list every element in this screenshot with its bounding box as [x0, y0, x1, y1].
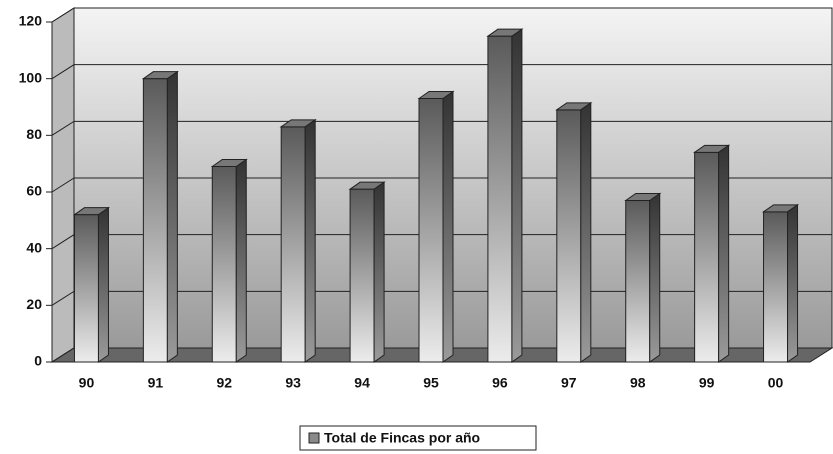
y-tick-label: 80: [26, 126, 42, 142]
bar-face: [280, 126, 306, 363]
x-tick-label: 92: [216, 375, 232, 391]
bar-face: [211, 166, 237, 363]
bar-face: [418, 98, 444, 363]
bar-face: [210, 159, 248, 167]
bar: [141, 70, 179, 363]
bar-face: [694, 151, 720, 363]
y-tick-label: 100: [19, 69, 43, 85]
bar: [555, 101, 593, 363]
legend-box: [299, 425, 537, 451]
bar-face: [625, 200, 651, 363]
bar: [417, 90, 455, 363]
bar: [624, 192, 662, 363]
bar-face: [487, 35, 513, 363]
bar: [348, 181, 386, 363]
bar-face: [693, 144, 731, 153]
y-tick-label: 0: [34, 353, 42, 369]
x-tick-label: 93: [285, 375, 301, 391]
bar: [72, 206, 111, 363]
bar-face: [511, 28, 523, 363]
bar-face: [142, 78, 168, 363]
bar-face: [718, 144, 730, 363]
bar-face: [73, 214, 99, 363]
x-tick-label: 95: [423, 375, 439, 391]
legend: Total de Fincas por año: [299, 425, 537, 451]
bar-face: [556, 109, 582, 363]
bar-face: [442, 90, 454, 363]
x-tick-label: 98: [630, 375, 646, 391]
y-tick-label: 120: [19, 13, 43, 29]
bar-face: [72, 207, 111, 216]
bar: [486, 28, 524, 363]
bar: [693, 144, 731, 363]
grid-line: [51, 64, 832, 80]
bar-face: [761, 204, 800, 213]
y-tick-label: 20: [26, 296, 42, 312]
bar-face: [417, 91, 455, 99]
bar: [761, 203, 800, 363]
bar-face: [763, 211, 789, 363]
bar-face: [649, 192, 661, 363]
bar-face: [486, 28, 524, 37]
bar-face: [787, 203, 799, 363]
x-tick-label: 97: [561, 375, 577, 391]
bar-face: [624, 193, 662, 201]
bar-face: [373, 181, 385, 363]
bar: [279, 118, 317, 363]
x-tick-label: 91: [148, 375, 164, 391]
x-tick-label: 96: [492, 375, 508, 391]
bar-face: [141, 71, 179, 80]
y-tick-label: 40: [26, 239, 42, 255]
x-tick-label: 00: [768, 375, 784, 391]
x-tick-label: 90: [79, 375, 95, 391]
y-tick-label: 60: [26, 183, 42, 199]
bar-face: [166, 70, 178, 363]
bar-face: [555, 102, 593, 111]
grid-line: [51, 7, 832, 23]
x-tick-label: 99: [699, 375, 715, 391]
bar-face: [279, 119, 317, 128]
bar-face: [97, 206, 109, 363]
bar-face: [349, 188, 375, 363]
bar-face: [348, 181, 386, 190]
legend-label: Total de Fincas por año: [324, 430, 480, 446]
bar-face: [580, 101, 592, 363]
bar-face: [304, 118, 316, 363]
bar: [210, 158, 248, 363]
legend-swatch: [308, 432, 320, 444]
x-tick-label: 94: [354, 375, 370, 391]
bar-face: [235, 158, 247, 363]
